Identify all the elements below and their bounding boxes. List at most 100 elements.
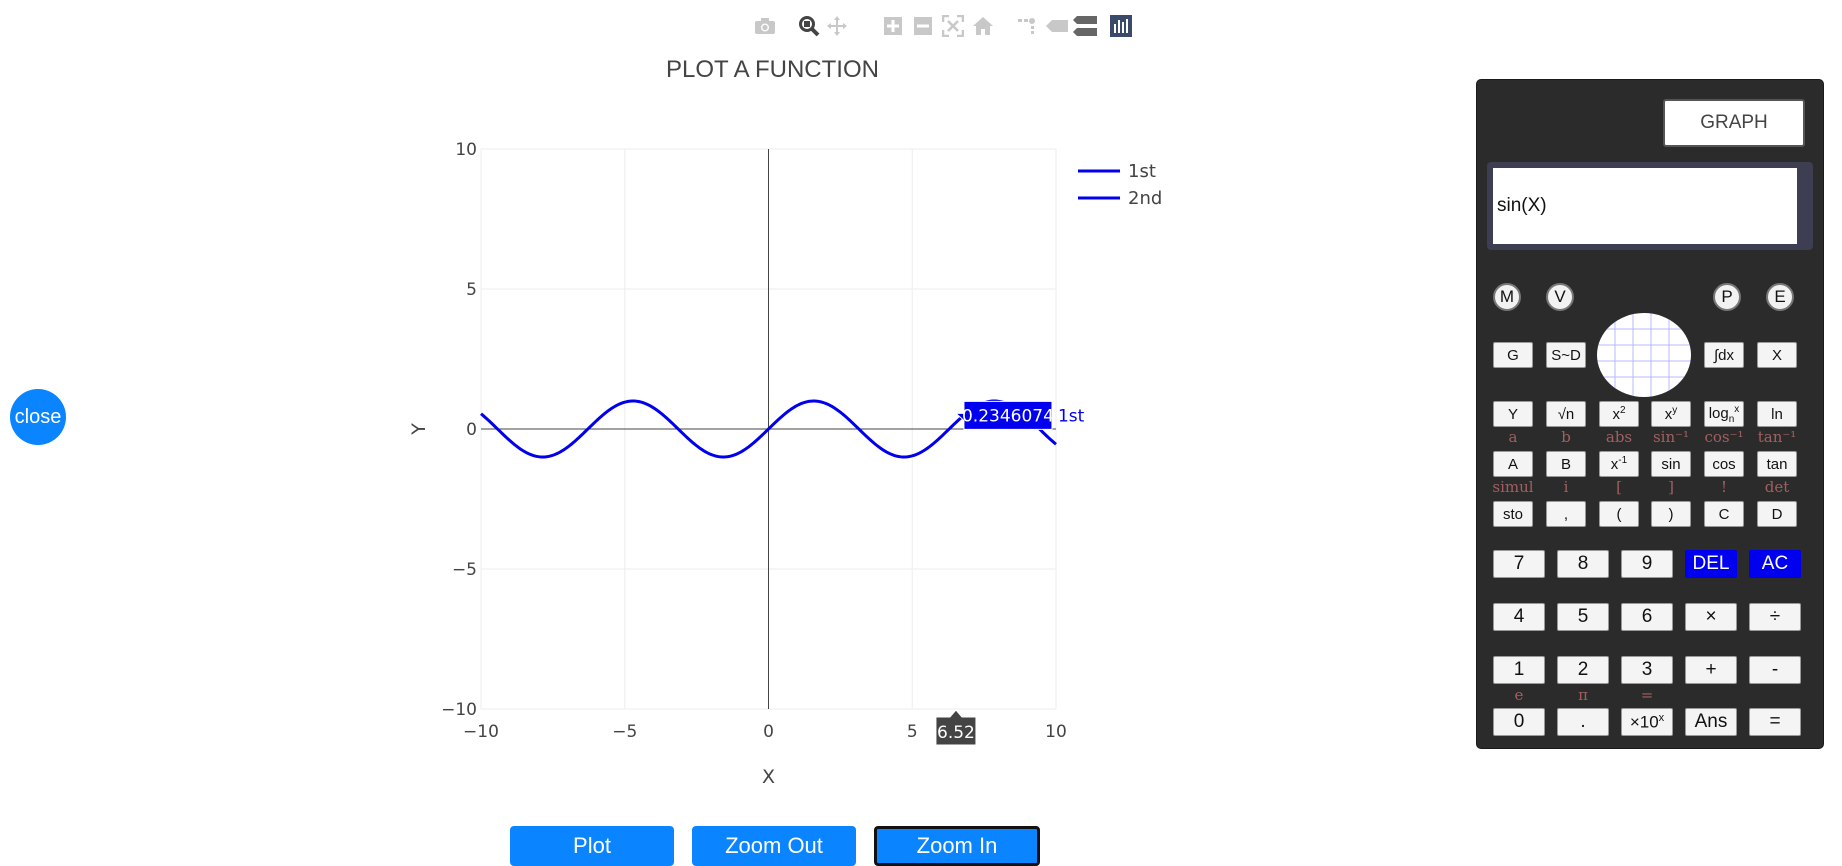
comma-key[interactable]: , [1546,501,1586,527]
a-variable-key[interactable]: A [1493,451,1533,477]
store-key[interactable]: sto [1493,501,1533,527]
reciprocal-key[interactable]: x-1 [1599,451,1639,477]
shift-label-asin: sin⁻¹ [1652,428,1690,446]
x-tick-label: 5 [907,722,918,742]
zoom-in-button[interactable]: Zoom In [874,826,1040,866]
g-key[interactable]: G [1493,342,1533,368]
direction-pad[interactable] [1597,313,1691,397]
tan-key[interactable]: tan [1757,451,1797,477]
shift-label-pi: π [1578,686,1588,704]
memory-button[interactable]: M [1493,283,1521,311]
d-variable-key[interactable]: D [1757,501,1797,527]
autoscale-icon[interactable] [940,14,966,38]
y-tick-label: 0 [466,420,477,440]
e-button[interactable]: E [1766,283,1794,311]
camera-icon[interactable] [752,14,778,38]
shift-label-b: b [1561,428,1571,446]
hover-value-label: 0.2346074 [962,406,1054,426]
zoom-out-button[interactable]: Zoom Out [692,826,856,866]
reset-axes-icon[interactable] [970,14,996,38]
shift-label-i: i [1563,478,1569,496]
zoom-in-icon[interactable] [880,14,906,38]
square-key[interactable]: x2 [1599,401,1639,427]
calculator-display-frame [1487,162,1813,250]
y-axis-title: Y [408,423,430,436]
hover-series-label: 1st [1058,406,1085,426]
v-button[interactable]: V [1546,283,1574,311]
shift-label-det: det [1764,478,1790,496]
x-tick-label: 10 [1045,722,1067,742]
digit-3-key[interactable]: 3 [1621,656,1673,684]
digit-0-key[interactable]: 0 [1493,708,1545,736]
legend-label-2: 2nd [1128,188,1162,209]
hover-x-box [935,709,977,746]
zoom-out-icon[interactable] [910,14,936,38]
c-variable-key[interactable]: C [1704,501,1744,527]
minus-key[interactable]: - [1749,656,1801,684]
shift-label-equals: = [1640,686,1654,704]
shift-label-e: e [1514,686,1524,704]
graph-button[interactable]: GRAPH [1663,99,1805,147]
dpad-grid [1597,313,1691,397]
digit-5-key[interactable]: 5 [1557,603,1609,631]
cos-key[interactable]: cos [1704,451,1744,477]
digit-9-key[interactable]: 9 [1621,550,1673,578]
integral-key[interactable]: ∫dx [1704,342,1744,368]
all-clear-key[interactable]: AC [1749,550,1801,578]
equals-key[interactable]: = [1749,708,1801,736]
digit-7-key[interactable]: 7 [1493,550,1545,578]
log-n-key[interactable]: lognx [1704,401,1744,427]
tick-labels: −10 −5 0 5 10 10 5 0 −5 −10 [441,140,1067,742]
spike-lines-icon[interactable] [1014,14,1040,38]
hover-labels: 0.2346074 1st 6.52 [935,400,1085,746]
power-key[interactable]: xy [1651,401,1691,427]
answer-key[interactable]: Ans [1685,708,1737,736]
decimal-point-key[interactable]: . [1557,708,1609,736]
plot-modebar [752,10,1172,42]
digit-1-key[interactable]: 1 [1493,656,1545,684]
y-variable-key[interactable]: Y [1493,401,1533,427]
close-button[interactable]: close [10,389,66,445]
plotly-logo-icon[interactable] [1108,14,1134,38]
shift-label-abs: abs [1605,428,1633,446]
zoom-icon[interactable] [796,14,822,38]
x-tick-label: −5 [612,722,637,742]
digit-2-key[interactable]: 2 [1557,656,1609,684]
series-line-1 [480,399,1057,459]
hover-closest-icon[interactable] [1044,14,1070,38]
plot-button[interactable]: Plot [510,826,674,866]
hover-compare-icon[interactable] [1072,14,1098,38]
y-tick-label: 5 [466,280,477,300]
y-tick-label: −5 [452,560,477,580]
delete-key[interactable]: DEL [1685,550,1737,578]
hover-value-box [954,400,1053,430]
s-to-d-key[interactable]: S~D [1546,342,1586,368]
hover-x-label: 6.52 [937,723,975,743]
close-paren-key[interactable]: ) [1651,501,1691,527]
digit-4-key[interactable]: 4 [1493,603,1545,631]
shift-label-close-bracket: ] [1668,478,1674,496]
x-variable-key[interactable]: X [1757,342,1797,368]
divide-key[interactable]: ÷ [1749,603,1801,631]
plus-key[interactable]: + [1685,656,1737,684]
x-tick-label: 0 [763,722,774,742]
digit-8-key[interactable]: 8 [1557,550,1609,578]
shift-label-a: a [1508,428,1518,446]
shift-label-acos: cos⁻¹ [1704,428,1744,446]
open-paren-key[interactable]: ( [1599,501,1639,527]
shift-label-atan: tan⁻¹ [1757,428,1797,446]
p-button[interactable]: P [1713,283,1741,311]
multiply-key[interactable]: × [1685,603,1737,631]
calculator-display-input[interactable] [1493,168,1797,244]
times-ten-power-key[interactable]: ×10x [1621,708,1673,736]
ln-key[interactable]: ln [1757,401,1797,427]
pan-icon[interactable] [824,14,850,38]
sin-key[interactable]: sin [1651,451,1691,477]
shift-label-open-bracket: [ [1616,478,1622,496]
digit-6-key[interactable]: 6 [1621,603,1673,631]
b-variable-key[interactable]: B [1546,451,1586,477]
nth-root-key[interactable]: √n [1546,401,1586,427]
x-axis-title: X [762,766,775,788]
series-lines [480,399,1057,459]
